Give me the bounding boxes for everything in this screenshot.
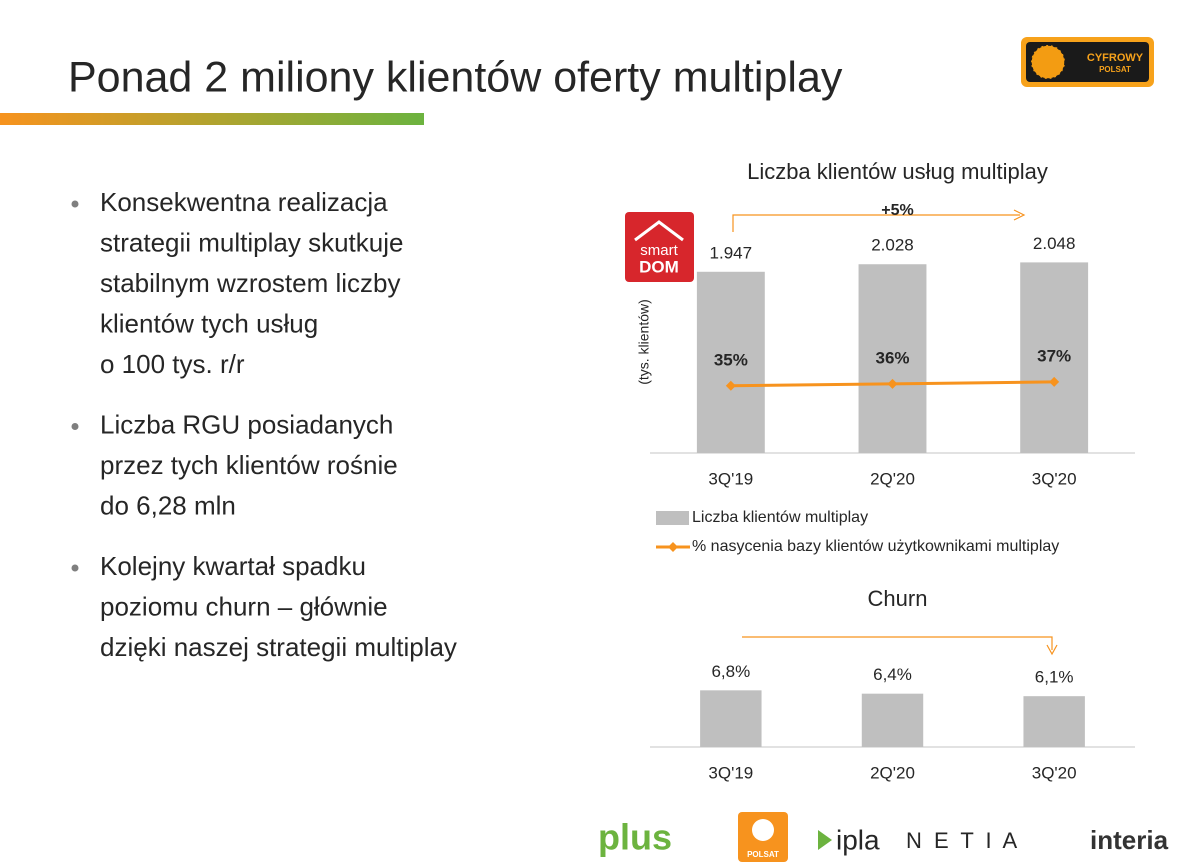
bullet-text: Kolejny kwartał spadku xyxy=(100,551,366,581)
bullet-text: Konsekwentna realizacja xyxy=(100,187,388,217)
x-tick-label: 3Q'20 xyxy=(1032,469,1077,488)
footer-logos: plus POLSAT ipla N E T I A interia xyxy=(598,812,1169,862)
value-label: 1.947 xyxy=(710,243,753,262)
arrow-head xyxy=(1013,209,1026,221)
bar xyxy=(861,693,924,747)
value-label: 37% xyxy=(1037,346,1071,365)
chart-title: Churn xyxy=(868,586,928,611)
footer-logo: POLSAT xyxy=(747,850,779,859)
title-underline xyxy=(0,113,424,125)
legend-label: % nasycenia bazy klientów użytkownikami … xyxy=(692,538,1059,555)
bar xyxy=(858,264,927,453)
y-axis-label: (tys. klientów) xyxy=(636,299,652,385)
footer-logo: ipla xyxy=(836,824,880,855)
logo-text: CYFROWY xyxy=(1087,52,1144,64)
value-label: 2.028 xyxy=(871,236,914,255)
bullet-text: poziomu churn – głównie xyxy=(100,591,388,621)
line-marker xyxy=(725,380,736,391)
growth-arrow xyxy=(732,214,1020,232)
bullet-dot xyxy=(71,564,79,572)
bullet-text: stabilnym wzrostem liczby xyxy=(100,268,401,298)
value-label: 35% xyxy=(714,350,748,369)
bar xyxy=(1020,262,1089,453)
footer-logo: plus xyxy=(598,817,672,858)
bar xyxy=(700,690,762,747)
bullet-dot xyxy=(71,200,79,208)
value-label: 6,8% xyxy=(711,662,750,681)
footer-logo: interia xyxy=(1090,825,1169,855)
badge-text: DOM xyxy=(639,257,679,276)
logo-text: POLSAT xyxy=(1099,65,1131,74)
bullet-text: do 6,28 mln xyxy=(100,490,236,520)
bar xyxy=(696,271,765,453)
bullet-dot xyxy=(71,423,79,430)
legend-swatch xyxy=(668,542,678,552)
bullet-text: przez tych klientów rośnie xyxy=(100,450,398,480)
bullet-text: o 100 tys. r/r xyxy=(100,349,245,379)
x-tick-label: 3Q'19 xyxy=(708,763,753,782)
brand-logo: CYFROWY POLSAT xyxy=(1021,37,1154,87)
line-marker xyxy=(1049,376,1060,387)
arrow-head xyxy=(1046,644,1058,656)
bullet-text: klientów tych usług xyxy=(100,308,318,338)
bullet-text: dzięki naszej strategii multiplay xyxy=(100,632,457,662)
badge-text: smart xyxy=(640,242,678,259)
bar xyxy=(1023,696,1085,747)
value-label: 36% xyxy=(875,348,909,367)
legend-swatch xyxy=(656,511,689,525)
line-marker xyxy=(887,378,898,389)
value-label: 2.048 xyxy=(1033,234,1076,253)
x-tick-label: 3Q'20 xyxy=(1032,763,1077,782)
legend-label: Liczba klientów multiplay xyxy=(692,509,868,526)
bullet-text: Liczba RGU posiadanych xyxy=(100,409,393,439)
x-tick-label: 2Q'20 xyxy=(870,763,915,782)
smart-dom-badge: smart DOM xyxy=(625,212,694,282)
bullet-list: Konsekwentna realizacja strategii multipl… xyxy=(71,187,457,662)
slide-title: Ponad 2 miliony klientów oferty multipla… xyxy=(68,53,843,101)
value-label: 6,4% xyxy=(873,665,912,684)
value-label: 6,1% xyxy=(1035,668,1074,687)
churn-arrow xyxy=(742,636,1053,650)
x-tick-label: 2Q'20 xyxy=(870,469,915,488)
footer-logo: N E T I A xyxy=(906,828,1020,853)
bullet-text: strategii multiplay skutkuje xyxy=(100,227,403,257)
chart-title: Liczba klientów usług multiplay xyxy=(747,159,1048,184)
annotation: +5% xyxy=(881,202,913,219)
x-tick-label: 3Q'19 xyxy=(708,469,753,488)
